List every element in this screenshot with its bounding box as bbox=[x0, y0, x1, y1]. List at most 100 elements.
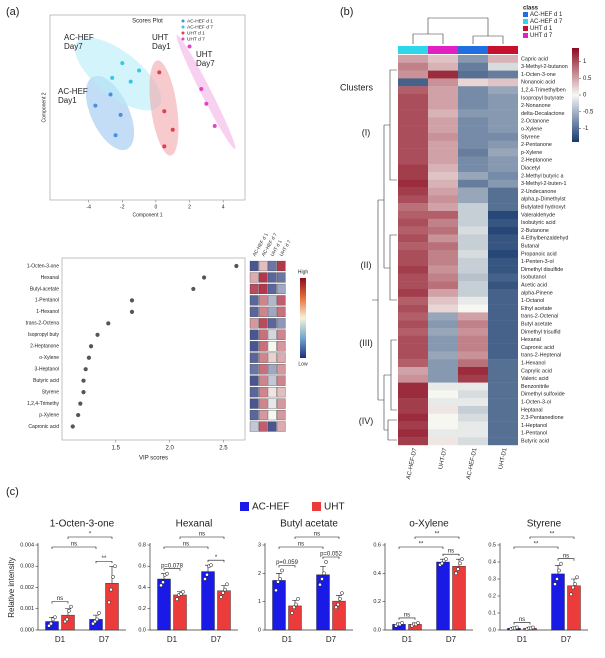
data-point bbox=[553, 582, 557, 586]
vip-dot bbox=[106, 321, 111, 326]
y-tick-label: 0.003 bbox=[20, 564, 34, 570]
heat-cell bbox=[398, 374, 428, 383]
heat-cell bbox=[276, 260, 286, 272]
heat-cell bbox=[458, 250, 488, 258]
data-point bbox=[278, 577, 282, 581]
data-point bbox=[318, 582, 322, 587]
data-point bbox=[559, 561, 563, 566]
data-point bbox=[458, 561, 462, 566]
plot-frame bbox=[61, 257, 246, 441]
heat-cell bbox=[276, 421, 286, 432]
heat-cell bbox=[428, 296, 458, 305]
y-tick-label: 0.8 bbox=[138, 542, 146, 548]
heat-cell bbox=[428, 78, 458, 87]
vip-dot bbox=[81, 378, 86, 383]
cluster-label: (I) bbox=[362, 127, 371, 137]
heat-cell bbox=[398, 179, 428, 188]
heat-cell bbox=[458, 117, 488, 126]
heat-cell bbox=[428, 117, 458, 126]
point bbox=[212, 124, 217, 128]
x-tick-label: D7 bbox=[561, 635, 572, 644]
x-tick-label: D1 bbox=[55, 635, 66, 644]
heat-cell bbox=[488, 351, 518, 360]
data-point bbox=[296, 596, 300, 601]
heat-cell bbox=[488, 86, 518, 95]
legend-swatch bbox=[523, 26, 528, 31]
bar bbox=[551, 573, 565, 631]
panel-label: (c) bbox=[6, 486, 19, 498]
heat-cell bbox=[488, 211, 518, 219]
y-tick-label: 0 bbox=[258, 627, 261, 633]
data-point bbox=[320, 577, 324, 581]
data-point bbox=[175, 597, 179, 602]
row-label: Acetic acid bbox=[521, 283, 547, 289]
panel-label: (b) bbox=[340, 6, 353, 18]
significance-label: * bbox=[89, 532, 92, 538]
point bbox=[199, 87, 204, 91]
y-tick-label: 1-Hexanol bbox=[36, 309, 59, 315]
y-tick-label: 2 bbox=[258, 571, 261, 577]
data-point bbox=[557, 568, 561, 573]
significance-bracket bbox=[163, 546, 209, 549]
heat-cell bbox=[249, 375, 259, 386]
legend-label: UHT d 1 bbox=[187, 30, 205, 36]
heat-cell bbox=[428, 421, 458, 430]
legend-label: AC-HEF d 7 bbox=[187, 24, 213, 30]
row-label: Ethyl acetate bbox=[521, 306, 552, 312]
cluster-title: Clusters bbox=[340, 82, 374, 92]
heat-cell bbox=[488, 226, 518, 235]
row-label: 2-Nonanone bbox=[521, 103, 551, 109]
x-tick-label: 0 bbox=[155, 204, 158, 210]
heat-cell bbox=[488, 281, 518, 290]
row-label: Styrene bbox=[521, 134, 540, 140]
y-tick-label: Butyric acid bbox=[33, 378, 59, 384]
confidence-ellipse bbox=[149, 60, 179, 156]
heat-cell bbox=[428, 398, 458, 407]
group-annotation: UHT bbox=[196, 50, 213, 59]
data-point bbox=[324, 560, 328, 564]
heat-cell bbox=[488, 265, 518, 274]
heat-cell bbox=[398, 359, 428, 368]
vip-dot bbox=[129, 298, 135, 303]
heat-cell bbox=[276, 352, 286, 363]
heat-cell bbox=[428, 429, 458, 438]
heat-cell bbox=[398, 296, 428, 305]
heat-cell bbox=[267, 341, 277, 352]
significance-label: ns bbox=[71, 542, 77, 548]
heat-cell bbox=[488, 164, 518, 173]
heat-cell bbox=[488, 296, 518, 305]
x-tick-label: 4 bbox=[222, 204, 225, 210]
data-point bbox=[575, 575, 579, 580]
chart-title: Styrene bbox=[527, 519, 562, 530]
y-tick-label: 1 bbox=[258, 599, 261, 605]
heat-cell bbox=[258, 272, 268, 283]
heat-cell bbox=[488, 94, 518, 102]
heat-cell bbox=[458, 179, 488, 188]
heat-cell bbox=[488, 70, 518, 79]
x-tick-label: 2.0 bbox=[165, 446, 174, 452]
heat-cell bbox=[398, 101, 428, 110]
heat-cell bbox=[458, 335, 488, 344]
heat-cell bbox=[398, 156, 428, 165]
point bbox=[162, 144, 167, 149]
heat-cell bbox=[267, 364, 277, 375]
heat-cell bbox=[398, 437, 428, 446]
heat-cell bbox=[458, 164, 488, 173]
heat-cell bbox=[398, 109, 428, 118]
heat-cell bbox=[458, 242, 488, 251]
heat-cell bbox=[258, 260, 268, 272]
heat-cell bbox=[428, 343, 458, 352]
heat-cell bbox=[398, 421, 428, 430]
legend-label: UHT d 7 bbox=[530, 33, 553, 39]
heat-cell bbox=[249, 260, 259, 272]
y-tick-label: 0.3 bbox=[488, 576, 496, 582]
heat-cell bbox=[276, 409, 286, 421]
cluster-label: (III) bbox=[359, 338, 373, 348]
heat-cell bbox=[398, 265, 428, 274]
vip-dot bbox=[191, 286, 196, 292]
heat-cell bbox=[458, 343, 488, 352]
heat-cell bbox=[398, 140, 428, 149]
data-point bbox=[292, 605, 296, 610]
significance-label: ** bbox=[419, 542, 424, 548]
